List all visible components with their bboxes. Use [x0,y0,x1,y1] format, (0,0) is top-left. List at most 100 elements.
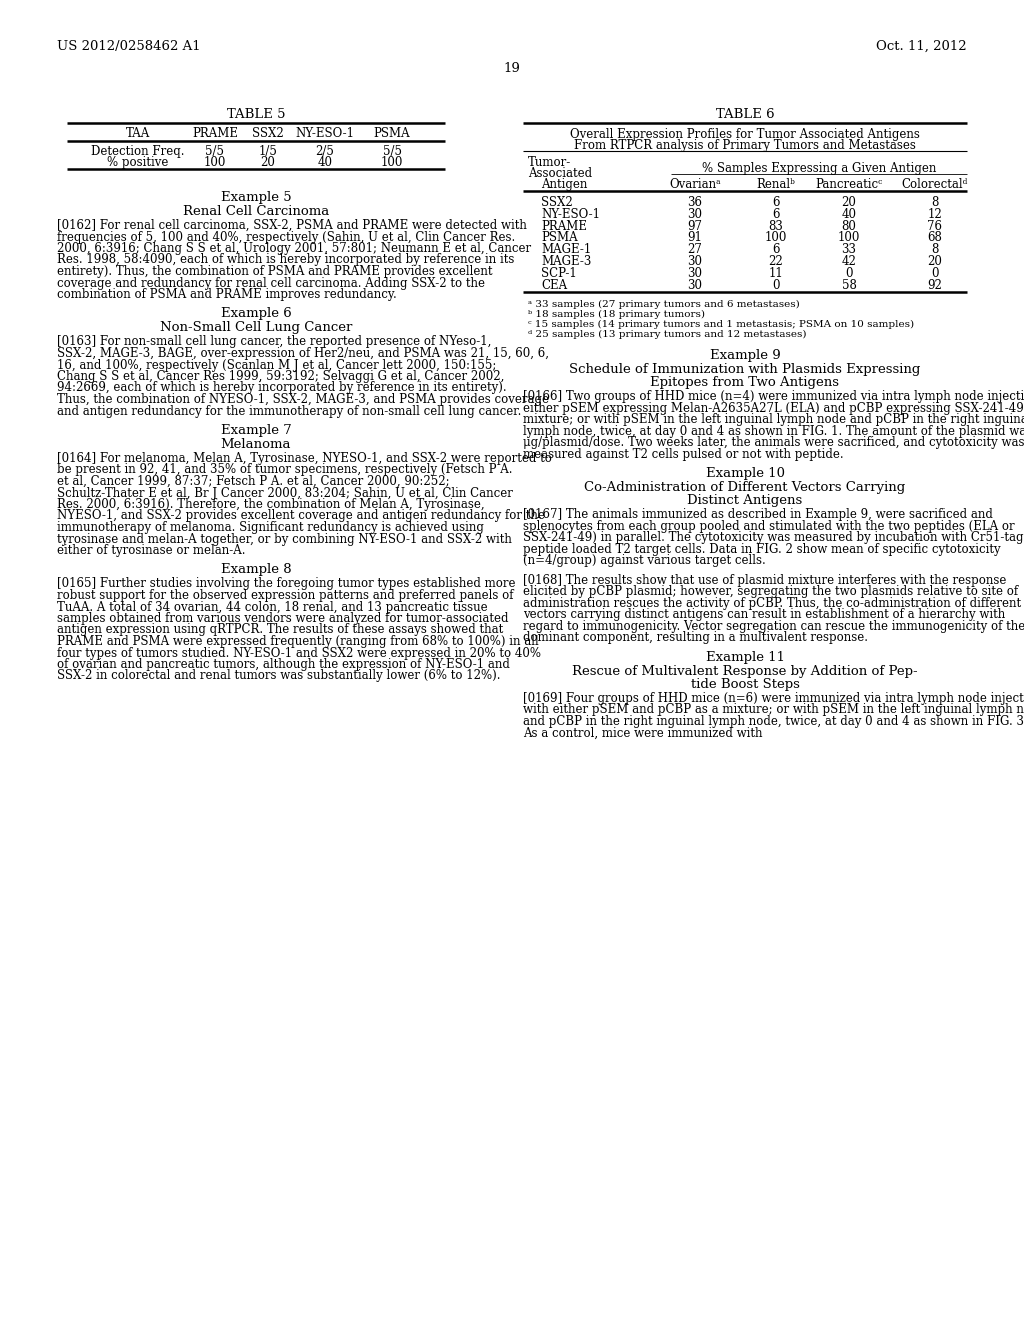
Text: 12: 12 [928,207,942,220]
Text: tyrosinase and melan-A together, or by combining NY-ESO-1 and SSX-2 with: tyrosinase and melan-A together, or by c… [57,532,512,545]
Text: Distinct Antigens: Distinct Antigens [687,495,803,507]
Text: 6: 6 [772,207,779,220]
Text: 100: 100 [204,156,226,169]
Text: Res. 2000, 6:3916). Therefore, the combination of Melan A, Tyrosinase,: Res. 2000, 6:3916). Therefore, the combi… [57,498,484,511]
Text: ᵃ 33 samples (27 primary tumors and 6 metastases): ᵃ 33 samples (27 primary tumors and 6 me… [528,300,800,309]
Text: antigen expression using qRTPCR. The results of these assays showed that: antigen expression using qRTPCR. The res… [57,623,503,636]
Text: Epitopes from Two Antigens: Epitopes from Two Antigens [650,376,840,389]
Text: 100: 100 [838,231,860,244]
Text: 40: 40 [317,156,333,169]
Text: As a control, mice were immunized with: As a control, mice were immunized with [523,726,763,739]
Text: Schedule of Immunization with Plasmids Expressing: Schedule of Immunization with Plasmids E… [569,363,921,376]
Text: 40: 40 [842,207,856,220]
Text: 0: 0 [931,267,939,280]
Text: PRAME: PRAME [193,127,238,140]
Text: 20: 20 [842,195,856,209]
Text: Rescue of Multivalent Response by Addition of Pep-: Rescue of Multivalent Response by Additi… [572,665,918,678]
Text: lymph node, twice, at day 0 and 4 as shown in FIG. 1. The amount of the plasmid : lymph node, twice, at day 0 and 4 as sho… [523,425,1024,438]
Text: immunotherapy of melanoma. Significant redundancy is achieved using: immunotherapy of melanoma. Significant r… [57,521,484,535]
Text: 92: 92 [928,279,942,292]
Text: either of tyrosinase or melan-A.: either of tyrosinase or melan-A. [57,544,246,557]
Text: [0165] Further studies involving the foregoing tumor types established more: [0165] Further studies involving the for… [57,578,515,590]
Text: mixture; or with pSEM in the left inguinal lymph node and pCBP in the right ingu: mixture; or with pSEM in the left inguin… [523,413,1024,426]
Text: 8: 8 [931,243,939,256]
Text: 30: 30 [687,207,702,220]
Text: vectors carrying distinct antigens can result in establishment of a hierarchy wi: vectors carrying distinct antigens can r… [523,609,1006,622]
Text: 76: 76 [928,219,942,232]
Text: TAA: TAA [126,127,151,140]
Text: PSMA: PSMA [374,127,411,140]
Text: [0164] For melanoma, Melan A, Tyrosinase, NYESO-1, and SSX-2 were reported to: [0164] For melanoma, Melan A, Tyrosinase… [57,451,552,465]
Text: Schultz-Thater E et al, Br J Cancer 2000, 83:204; Sahin, U et al, Clin Cancer: Schultz-Thater E et al, Br J Cancer 2000… [57,487,513,499]
Text: SSX-2 in colorectal and renal tumors was substantially lower (6% to 12%).: SSX-2 in colorectal and renal tumors was… [57,669,501,682]
Text: Res. 1998, 58:4090, each of which is hereby incorporated by reference in its: Res. 1998, 58:4090, each of which is her… [57,253,514,267]
Text: Detection Freq.: Detection Freq. [91,145,184,158]
Text: Non-Small Cell Lung Cancer: Non-Small Cell Lung Cancer [160,322,352,334]
Text: ᶜ 15 samples (14 primary tumors and 1 metastasis; PSMA on 10 samples): ᶜ 15 samples (14 primary tumors and 1 me… [528,319,914,329]
Text: 58: 58 [842,279,856,292]
Text: 30: 30 [687,267,702,280]
Text: Tumor-: Tumor- [528,156,571,169]
Text: [0166] Two groups of HHD mice (n=4) were immunized via intra lymph node injectio: [0166] Two groups of HHD mice (n=4) were… [523,391,1024,404]
Text: 97: 97 [687,219,702,232]
Text: 100: 100 [381,156,403,169]
Text: either pSEM expressing Melan-A2635A27L (ELA) and pCBP expressing SSX-241-49 as a: either pSEM expressing Melan-A2635A27L (… [523,401,1024,414]
Text: Example 8: Example 8 [221,564,291,577]
Text: 68: 68 [928,231,942,244]
Text: MAGE-3: MAGE-3 [541,255,592,268]
Text: 8: 8 [931,195,939,209]
Text: Antigen: Antigen [541,178,588,191]
Text: elicited by pCBP plasmid; however, segregating the two plasmids relative to site: elicited by pCBP plasmid; however, segre… [523,585,1018,598]
Text: NYESO-1, and SSX-2 provides excellent coverage and antigen redundancy for the: NYESO-1, and SSX-2 provides excellent co… [57,510,545,523]
Text: [0169] Four groups of HHD mice (n=6) were immunized via intra lymph node injecti: [0169] Four groups of HHD mice (n=6) wer… [523,692,1024,705]
Text: ᵇ 18 samples (18 primary tumors): ᵇ 18 samples (18 primary tumors) [528,309,705,318]
Text: ᵈ 25 samples (13 primary tumors and 12 metastases): ᵈ 25 samples (13 primary tumors and 12 m… [528,330,807,338]
Text: SSX-2, MAGE-3, BAGE, over-expression of Her2/neu, and PSMA was 21, 15, 60, 6,: SSX-2, MAGE-3, BAGE, over-expression of … [57,347,549,360]
Text: regard to immunogenicity. Vector segregation can rescue the immunogenicity of th: regard to immunogenicity. Vector segrega… [523,620,1024,632]
Text: et al, Cancer 1999, 87:37; Fetsch P A. et al, Cancer 2000, 90:252;: et al, Cancer 1999, 87:37; Fetsch P A. e… [57,475,450,488]
Text: splenocytes from each group pooled and stimulated with the two peptides (ELA or: splenocytes from each group pooled and s… [523,520,1015,533]
Text: entirety). Thus, the combination of PSMA and PRAME provides excellent: entirety). Thus, the combination of PSMA… [57,265,493,279]
Text: peptide loaded T2 target cells. Data in FIG. 2 show mean of specific cytotoxicit: peptide loaded T2 target cells. Data in … [523,543,1000,556]
Text: 20: 20 [928,255,942,268]
Text: Colorectalᵈ: Colorectalᵈ [902,178,968,191]
Text: SSX-241-49) in parallel. The cytotoxicity was measured by incubation with Cr51-t: SSX-241-49) in parallel. The cytotoxicit… [523,532,1024,544]
Text: SSX2: SSX2 [252,127,284,140]
Text: 22: 22 [769,255,783,268]
Text: From RTPCR analysis of Primary Tumors and Metastases: From RTPCR analysis of Primary Tumors an… [574,139,915,152]
Text: and antigen redundancy for the immunotherapy of non-small cell lung cancer.: and antigen redundancy for the immunothe… [57,404,521,417]
Text: 0: 0 [772,279,779,292]
Text: 94:2669, each of which is hereby incorporated by reference in its entirety).: 94:2669, each of which is hereby incorpo… [57,381,507,395]
Text: NY-ESO-1: NY-ESO-1 [541,207,600,220]
Text: 42: 42 [842,255,856,268]
Text: 2/5: 2/5 [315,145,335,158]
Text: administration rescues the activity of pCBP. Thus, the co-administration of diff: administration rescues the activity of p… [523,597,1021,610]
Text: 6: 6 [772,243,779,256]
Text: TuAA. A total of 34 ovarian, 44 colon, 18 renal, and 13 pancreatic tissue: TuAA. A total of 34 ovarian, 44 colon, 1… [57,601,487,614]
Text: 91: 91 [687,231,702,244]
Text: CEA: CEA [541,279,567,292]
Text: 30: 30 [687,279,702,292]
Text: 20: 20 [260,156,275,169]
Text: Overall Expression Profiles for Tumor Associated Antigens: Overall Expression Profiles for Tumor As… [570,128,920,141]
Text: PRAME and PSMA were expressed frequently (ranging from 68% to 100%) in all: PRAME and PSMA were expressed frequently… [57,635,539,648]
Text: US 2012/0258462 A1: US 2012/0258462 A1 [57,40,201,53]
Text: 36: 36 [687,195,702,209]
Text: combination of PSMA and PRAME improves redundancy.: combination of PSMA and PRAME improves r… [57,288,396,301]
Text: 100: 100 [765,231,787,244]
Text: 83: 83 [769,219,783,232]
Text: be present in 92, 41, and 35% of tumor specimens, respectively (Fetsch P A.: be present in 92, 41, and 35% of tumor s… [57,463,512,477]
Text: Pancreaticᶜ: Pancreaticᶜ [815,178,883,191]
Text: 2000, 6:3916; Chang S S et al, Urology 2001, 57:801; Neumann E et al, Cancer: 2000, 6:3916; Chang S S et al, Urology 2… [57,242,531,255]
Text: 27: 27 [687,243,702,256]
Text: 16, and 100%, respectively (Scanlan M J et al, Cancer lett 2000, 150:155;: 16, and 100%, respectively (Scanlan M J … [57,359,497,371]
Text: MAGE-1: MAGE-1 [541,243,591,256]
Text: Example 7: Example 7 [220,424,292,437]
Text: 5/5: 5/5 [206,145,224,158]
Text: robust support for the observed expression patterns and preferred panels of: robust support for the observed expressi… [57,589,513,602]
Text: TABLE 5: TABLE 5 [226,108,286,121]
Text: tide Boost Steps: tide Boost Steps [690,678,800,690]
Text: Renal Cell Carcinoma: Renal Cell Carcinoma [183,205,329,218]
Text: 6: 6 [772,195,779,209]
Text: Thus, the combination of NYESO-1, SSX-2, MAGE-3, and PSMA provides coverage: Thus, the combination of NYESO-1, SSX-2,… [57,393,549,407]
